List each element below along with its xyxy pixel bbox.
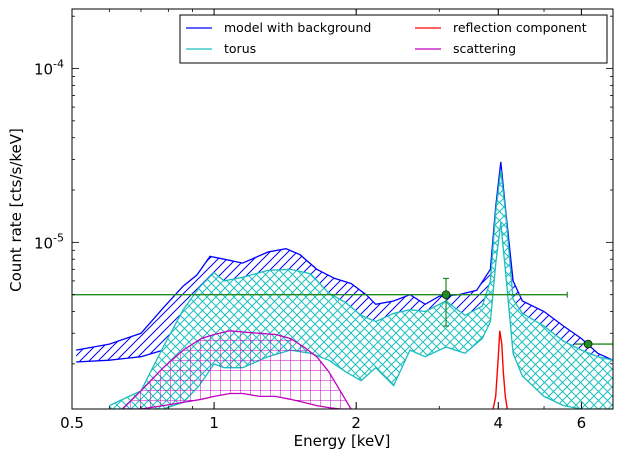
data-marker-0 <box>441 290 451 299</box>
y-tick-base: 10 <box>34 234 53 252</box>
axes-frame <box>71 8 614 410</box>
x-tick-label: 2 <box>351 414 361 432</box>
data-point-0 <box>72 277 568 327</box>
x-tick-label: 4 <box>494 414 504 432</box>
x-axis-label: Energy [keV] <box>294 432 391 450</box>
legend-label-reflection: reflection component <box>453 20 587 35</box>
x-tick-label: 0.5 <box>60 414 84 432</box>
y-tick-label: 10-5 <box>34 231 64 252</box>
legend-box <box>179 14 608 64</box>
scattering-band <box>122 330 351 409</box>
data-point-1 <box>574 339 613 349</box>
y-tick-base: 10 <box>34 61 53 79</box>
scattering-upper-line <box>122 330 352 409</box>
y-axis-label: Count rate [cts/s/keV] <box>7 128 25 292</box>
model-band <box>76 162 613 377</box>
plot-area <box>72 161 613 409</box>
x-tick-label: 6 <box>577 414 587 432</box>
y-tick-exponent: -5 <box>53 231 64 244</box>
legend-label-scattering: scattering <box>453 41 516 56</box>
y-tick-label: 10-4 <box>34 58 64 79</box>
x-tick-label: 1 <box>209 414 219 432</box>
axes <box>71 8 614 410</box>
torus-upper-line <box>109 170 613 407</box>
scattering-lower-line <box>122 392 351 409</box>
legend-label-model: model with background <box>224 20 371 35</box>
legend-label-torus: torus <box>224 41 256 56</box>
reflection-line <box>492 330 508 409</box>
model-upper-line <box>75 161 613 361</box>
legend: model with background torus reflection c… <box>179 14 608 64</box>
tick-labels: 0.5 1 2 4 610-510-4 <box>34 58 586 432</box>
data-marker-1 <box>583 339 593 349</box>
y-tick-exponent: -4 <box>53 58 64 71</box>
